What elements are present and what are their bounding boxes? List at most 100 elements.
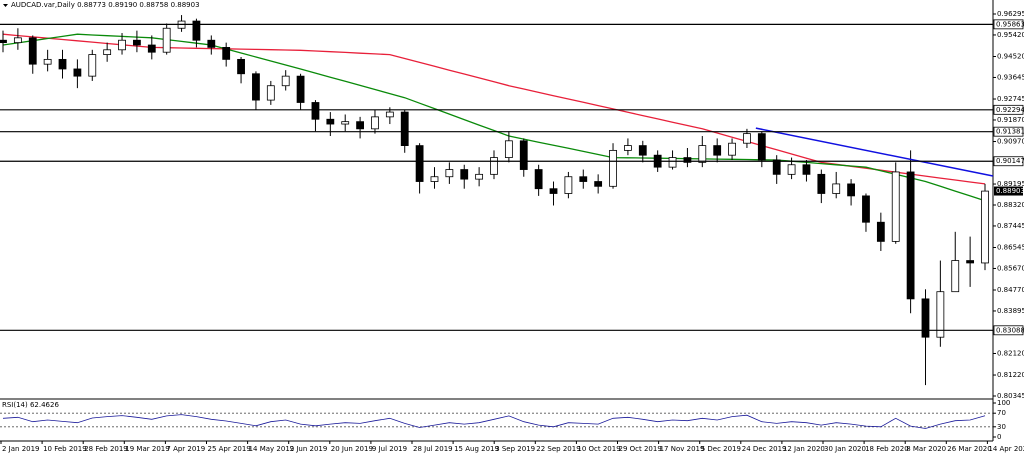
level-label-box [993,104,1024,115]
x-tick-label: 24 Dec 2019 [742,445,787,453]
candle-body [504,140,513,158]
rsi-title: RSI(14) 62.4626 [2,401,59,409]
x-tick-label: 14 Apr 2020 [988,445,1024,453]
candle-body [683,157,692,163]
candle-body [460,169,469,180]
x-tick-label: 28 Jul 2019 [413,445,453,453]
last-price-box [994,186,1023,196]
y-tick-label: 0.94520 [997,53,1024,61]
y-tick-label: 0.84770 [997,286,1024,294]
candle-body [847,183,855,197]
candle-body [609,149,617,187]
candle-body [371,116,379,130]
candle-body [28,37,37,65]
candle-body [966,260,975,264]
candle-body [400,111,409,147]
candle-body [73,68,82,77]
candle-body [118,39,126,51]
rsi-tick-label: 0 [997,433,1001,441]
x-tick-label: 22 Sep 2019 [536,445,580,453]
y-tick-label: 0.82120 [997,349,1024,357]
x-tick-label: 3 Sep 2019 [495,445,535,453]
chart-title: AUDCAD.var,Daily 0.88773 0.89190 0.88758… [11,1,200,9]
candle-body [713,145,722,156]
candle-body [43,58,52,65]
candle-body [207,39,216,48]
y-tick-label: 0.92745 [997,95,1024,103]
x-tick-label: 18 Feb 2020 [865,445,909,453]
y-tick-label: 0.80345 [997,392,1024,400]
candle-body [728,142,736,156]
candle-body [549,188,558,194]
candle-body [88,54,97,77]
candle-body [876,221,885,242]
x-tick-label: 7 Apr 2019 [166,445,205,453]
candle-body [936,291,945,338]
level-label-box [993,325,1024,336]
candle-body [951,260,960,293]
rsi-tick-label: 100 [997,399,1010,407]
candle-body [266,85,275,101]
x-tick-label: 8 Mar 2020 [906,445,946,453]
y-tick-label: 0.89195 [997,180,1024,188]
candle-body [415,145,424,182]
candle-body [757,133,766,161]
last-price-label: 0.88903 [996,187,1024,195]
candle-body [817,173,826,194]
candle-body [162,27,171,53]
candle-body [891,171,900,242]
x-tick-label: 20 Jun 2019 [331,445,373,453]
candle-body [743,133,751,144]
candle-body [698,145,707,163]
y-tick-label: 0.90970 [997,138,1024,146]
candle-body [906,171,915,300]
x-tick-label: 2 Jun 2019 [290,445,328,453]
x-tick-label: 17 Nov 2019 [660,445,705,453]
level-label-box [993,126,1024,137]
candle-body [58,58,67,70]
candle-body [564,176,573,194]
candle-body [802,164,811,175]
x-tick-label: 19 Mar 2019 [125,445,169,453]
candle-body [534,169,543,190]
candle-body [252,73,260,101]
x-tick-label: 28 Feb 2019 [84,445,128,453]
candle-body [356,121,364,130]
rsi-line [2,414,986,429]
x-tick-label: 15 Aug 2019 [454,445,499,453]
candle-body [475,173,484,180]
rsi-tick-label: 70 [997,409,1006,417]
level-label: 0.83088 [996,326,1024,334]
y-tick-label: 0.95420 [997,31,1024,39]
menu-arrow[interactable] [3,4,8,7]
candle-body [281,75,290,87]
candle-body [192,20,201,41]
level-label: 0.95863 [996,20,1024,28]
y-tick-label: 0.86545 [997,244,1024,252]
level-label-box [993,156,1024,167]
candle-body [237,58,245,75]
x-tick-label: 14 May 2019 [249,445,295,453]
candle-body [103,49,112,55]
trendline [755,127,994,177]
candle-body [862,195,870,223]
x-tick-label: 10 Oct 2019 [577,445,620,453]
candle-body [430,176,439,182]
rsi-tick-label: 30 [997,423,1006,431]
y-tick-label: 0.96295 [997,10,1024,18]
y-tick-label: 0.81220 [997,371,1024,379]
x-tick-label: 25 Apr 2019 [208,445,251,453]
candle-body [594,181,603,187]
y-tick-label: 0.83895 [997,307,1024,315]
candle-body [832,183,841,194]
candle-body [0,39,7,44]
level-label-box [993,19,1024,30]
candle-body [326,118,335,125]
candle-body [490,157,498,175]
y-tick-label: 0.93645 [997,73,1024,81]
x-tick-label: 2 Jan 2019 [2,445,40,453]
x-tick-label: 9 Jul 2019 [372,445,407,453]
y-tick-label: 0.88320 [997,201,1024,209]
